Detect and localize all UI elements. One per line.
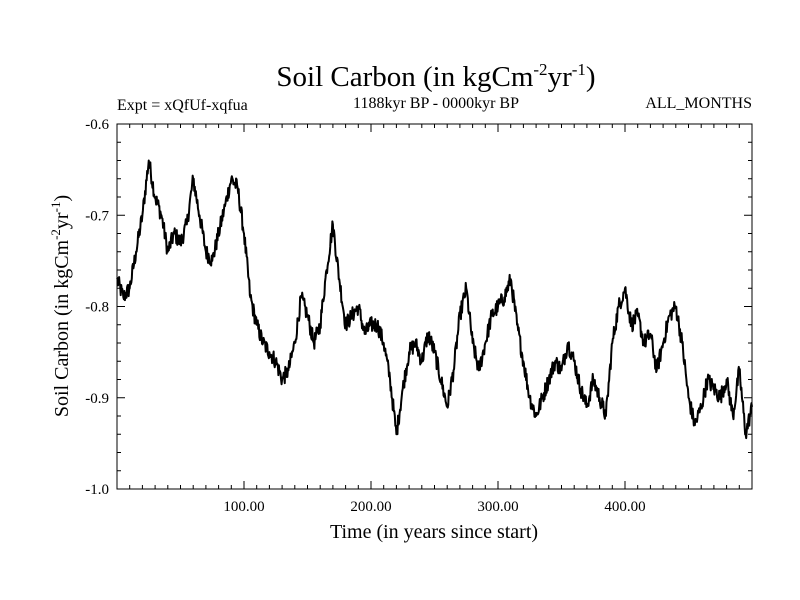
x-axis-label: Time (in years since start)	[330, 521, 538, 543]
y-axis-ticks: -1.0 -0.9 -0.8 -0.7 -0.6	[85, 117, 752, 498]
y-tick-label: -1.0	[85, 482, 109, 498]
x-axis-ticks: 100.00 200.00 300.00 400.00	[129, 124, 740, 515]
y-axis-label: Soil Carbon (in kgCm-2yr-1)	[48, 195, 73, 417]
series-line-soil-carbon	[116, 159, 753, 440]
y-tick-label: -0.6	[85, 117, 109, 133]
x-tick-label: 200.00	[350, 499, 391, 515]
x-tick-label: 100.00	[223, 499, 264, 515]
y-tick-label: -0.8	[85, 300, 109, 316]
chart-title: Soil Carbon (in kgCm-2yr-1)	[276, 60, 595, 93]
y-tick-label: -0.9	[85, 391, 109, 407]
subtitle-experiment: Expt = xQfUf-xqfua	[117, 97, 248, 114]
subtitle-period: 1188kyr BP - 0000kyr BP	[353, 95, 519, 112]
x-tick-label: 300.00	[477, 499, 518, 515]
y-tick-label: -0.7	[85, 208, 109, 224]
subtitle-months: ALL_MONTHS	[645, 95, 752, 112]
plot-frame	[116, 123, 753, 490]
x-tick-label: 400.00	[604, 499, 645, 515]
